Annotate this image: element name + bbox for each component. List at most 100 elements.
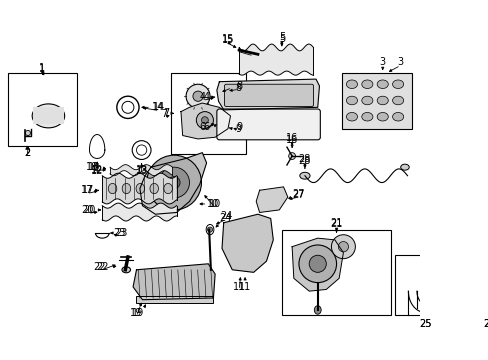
Text: 7: 7 — [163, 108, 169, 118]
Text: 25: 25 — [418, 319, 431, 329]
FancyBboxPatch shape — [468, 264, 488, 308]
Text: 26: 26 — [483, 319, 488, 329]
Polygon shape — [181, 103, 230, 139]
Text: 3: 3 — [397, 57, 403, 67]
Text: 2: 2 — [24, 148, 30, 158]
Text: 6: 6 — [203, 122, 209, 132]
Ellipse shape — [314, 306, 321, 314]
Ellipse shape — [361, 112, 372, 121]
Text: 24: 24 — [220, 211, 232, 221]
Ellipse shape — [32, 104, 64, 128]
Text: 13: 13 — [135, 165, 147, 175]
Ellipse shape — [150, 184, 158, 194]
Text: 28: 28 — [298, 154, 310, 164]
Polygon shape — [102, 173, 176, 204]
Text: 7: 7 — [161, 109, 166, 119]
Text: 16: 16 — [285, 133, 298, 143]
Ellipse shape — [136, 184, 144, 194]
Text: 25: 25 — [418, 319, 431, 329]
Text: 27: 27 — [292, 189, 305, 199]
Ellipse shape — [25, 130, 30, 135]
Ellipse shape — [122, 267, 130, 273]
Circle shape — [168, 176, 180, 189]
Text: 10: 10 — [207, 199, 219, 209]
Ellipse shape — [376, 112, 387, 121]
Text: 17: 17 — [82, 185, 95, 195]
Text: 14: 14 — [151, 102, 163, 112]
Polygon shape — [133, 264, 215, 300]
Ellipse shape — [400, 164, 408, 170]
Ellipse shape — [163, 184, 172, 194]
Text: 26: 26 — [483, 319, 488, 329]
Circle shape — [331, 235, 355, 259]
Text: 1: 1 — [40, 64, 45, 74]
Polygon shape — [216, 79, 319, 110]
Circle shape — [146, 155, 201, 210]
Ellipse shape — [108, 184, 117, 194]
Text: 11: 11 — [232, 282, 244, 292]
Text: 9: 9 — [236, 122, 242, 132]
Ellipse shape — [122, 184, 130, 194]
Text: 11: 11 — [239, 282, 251, 292]
Text: 4: 4 — [203, 92, 209, 102]
Ellipse shape — [361, 80, 372, 89]
Text: 18: 18 — [87, 162, 100, 172]
Text: 3: 3 — [379, 57, 385, 67]
Polygon shape — [256, 187, 287, 212]
Ellipse shape — [392, 96, 403, 105]
Text: 23: 23 — [113, 228, 125, 238]
Text: 14: 14 — [153, 102, 165, 112]
Text: 2: 2 — [24, 148, 30, 158]
Polygon shape — [140, 153, 206, 214]
Ellipse shape — [392, 112, 403, 121]
Text: 23: 23 — [115, 228, 127, 238]
Text: 18: 18 — [86, 162, 98, 172]
Text: 8: 8 — [236, 81, 242, 91]
Text: 20: 20 — [83, 205, 96, 215]
Ellipse shape — [392, 80, 403, 89]
Text: 13: 13 — [135, 166, 147, 176]
Ellipse shape — [38, 108, 59, 123]
Text: 5: 5 — [278, 32, 285, 42]
Circle shape — [201, 117, 208, 123]
Ellipse shape — [346, 96, 357, 105]
Ellipse shape — [376, 96, 387, 105]
Text: 19: 19 — [132, 307, 144, 318]
Ellipse shape — [376, 80, 387, 89]
Text: 21: 21 — [330, 220, 342, 229]
Polygon shape — [110, 165, 172, 176]
Polygon shape — [239, 44, 313, 75]
FancyBboxPatch shape — [136, 296, 213, 303]
Circle shape — [207, 227, 212, 232]
Text: 6: 6 — [199, 122, 205, 132]
Text: 4: 4 — [199, 92, 205, 102]
Text: 5: 5 — [278, 34, 285, 44]
Text: 20: 20 — [81, 205, 94, 215]
FancyBboxPatch shape — [341, 73, 411, 129]
FancyBboxPatch shape — [224, 84, 313, 107]
FancyBboxPatch shape — [216, 109, 320, 140]
Text: 10: 10 — [208, 199, 221, 209]
Ellipse shape — [346, 80, 357, 89]
Text: 22: 22 — [96, 262, 108, 272]
Ellipse shape — [361, 96, 372, 105]
Polygon shape — [102, 203, 176, 221]
Text: 27: 27 — [292, 190, 305, 201]
Text: 9: 9 — [235, 124, 241, 134]
Text: 19: 19 — [130, 309, 142, 318]
Text: 8: 8 — [235, 83, 241, 93]
Circle shape — [196, 112, 213, 129]
Text: 21: 21 — [330, 218, 342, 228]
Polygon shape — [222, 214, 273, 273]
Text: 17: 17 — [81, 185, 93, 195]
Circle shape — [288, 153, 295, 159]
Circle shape — [298, 245, 336, 283]
Ellipse shape — [299, 172, 309, 179]
Polygon shape — [291, 238, 343, 291]
Circle shape — [193, 91, 203, 101]
Text: 1: 1 — [40, 63, 45, 73]
Ellipse shape — [471, 260, 488, 271]
Circle shape — [308, 255, 325, 273]
FancyBboxPatch shape — [33, 107, 63, 125]
Text: 12: 12 — [91, 165, 103, 175]
